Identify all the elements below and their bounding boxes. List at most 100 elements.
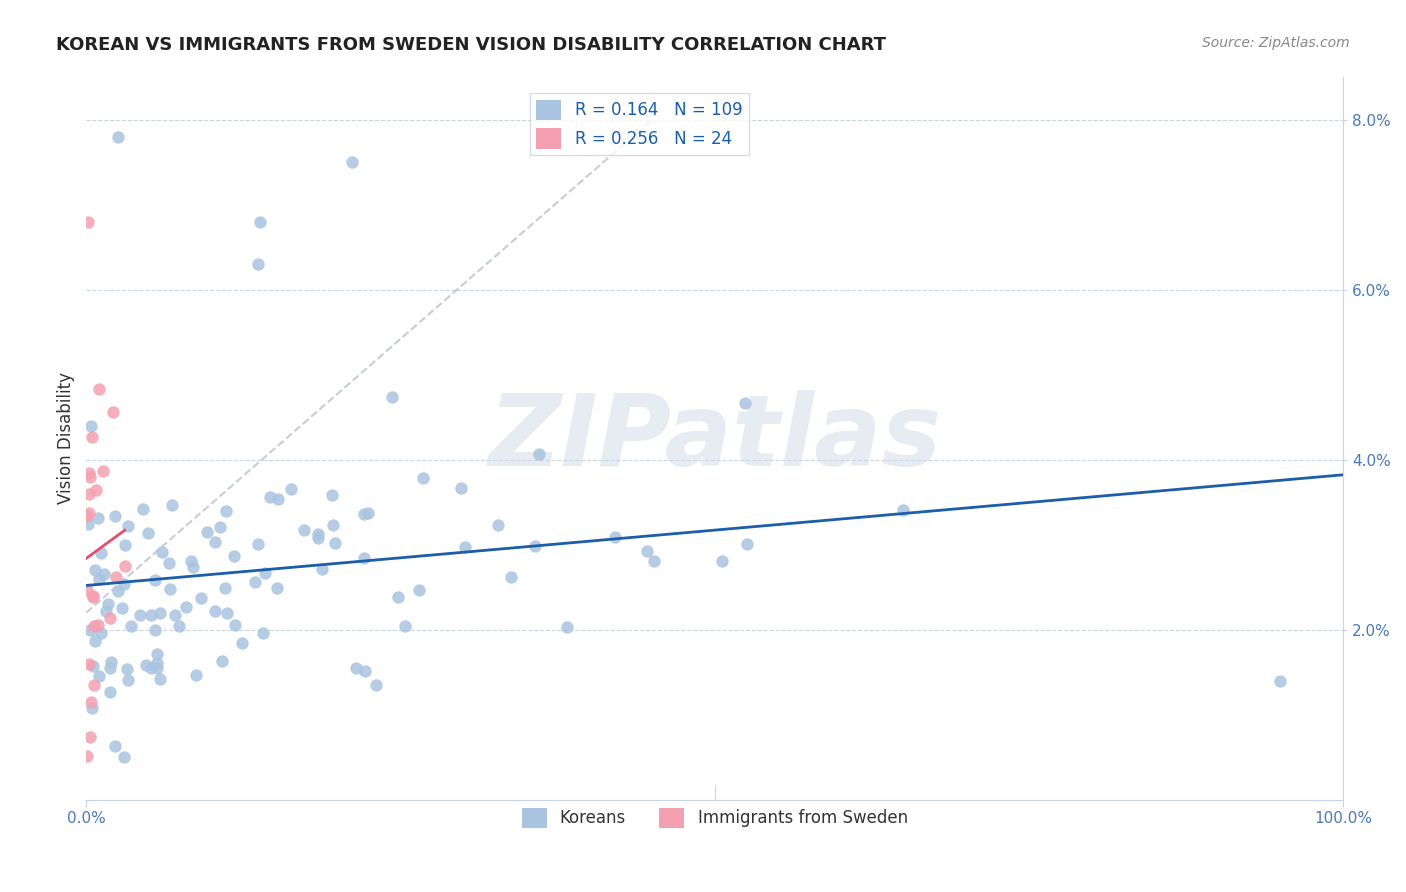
Point xyxy=(159,582,181,596)
Point xyxy=(214,581,236,595)
Point xyxy=(222,549,245,563)
Point xyxy=(83,618,105,632)
Point xyxy=(117,673,139,687)
Point xyxy=(97,597,120,611)
Point xyxy=(129,607,152,622)
Point xyxy=(253,566,276,580)
Point xyxy=(138,526,160,541)
Point xyxy=(259,490,281,504)
Point xyxy=(245,574,267,589)
Point xyxy=(159,556,181,570)
Point xyxy=(636,543,658,558)
Point xyxy=(167,619,190,633)
Point xyxy=(98,685,121,699)
Point xyxy=(87,669,110,683)
Point xyxy=(114,558,136,573)
Point xyxy=(247,537,270,551)
Point xyxy=(104,509,127,524)
Point xyxy=(344,660,367,674)
Point xyxy=(117,662,139,676)
Point xyxy=(143,573,166,587)
Point xyxy=(209,520,232,534)
Point xyxy=(280,482,302,496)
Legend: Koreans, Immigrants from Sweden: Koreans, Immigrants from Sweden xyxy=(515,801,914,835)
Point xyxy=(249,215,271,229)
Point xyxy=(87,572,110,586)
Point xyxy=(143,623,166,637)
Point xyxy=(340,155,363,169)
Point xyxy=(141,607,163,622)
Point xyxy=(103,404,125,418)
Point xyxy=(266,581,288,595)
Point xyxy=(120,619,142,633)
Point xyxy=(204,535,226,549)
Point xyxy=(149,672,172,686)
Y-axis label: Vision Disability: Vision Disability xyxy=(58,373,75,505)
Point xyxy=(215,504,238,518)
Point xyxy=(77,486,100,500)
Point xyxy=(76,509,98,524)
Point xyxy=(76,215,98,229)
Point xyxy=(162,498,184,512)
Point xyxy=(893,503,915,517)
Point xyxy=(82,659,104,673)
Point xyxy=(486,518,509,533)
Point xyxy=(450,481,472,495)
Point xyxy=(252,625,274,640)
Point xyxy=(117,519,139,533)
Point xyxy=(224,618,246,632)
Point xyxy=(292,523,315,537)
Point xyxy=(387,590,409,604)
Point xyxy=(84,483,107,498)
Point xyxy=(145,656,167,670)
Point xyxy=(141,661,163,675)
Point xyxy=(1270,673,1292,688)
Point xyxy=(454,540,477,554)
Point xyxy=(307,531,329,545)
Point xyxy=(82,590,104,604)
Point xyxy=(79,466,101,480)
Point xyxy=(135,657,157,672)
Point xyxy=(247,257,270,271)
Point xyxy=(107,583,129,598)
Point xyxy=(381,390,404,404)
Point xyxy=(412,471,434,485)
Point xyxy=(353,507,375,521)
Point xyxy=(114,577,136,591)
Point xyxy=(195,524,218,539)
Point xyxy=(266,492,288,507)
Point xyxy=(354,664,377,678)
Point xyxy=(91,464,114,478)
Point xyxy=(90,626,112,640)
Point xyxy=(734,396,756,410)
Point xyxy=(82,700,104,714)
Point xyxy=(90,546,112,560)
Point xyxy=(353,550,375,565)
Point xyxy=(145,647,167,661)
Point xyxy=(114,538,136,552)
Point xyxy=(149,607,172,621)
Point xyxy=(356,507,378,521)
Point xyxy=(643,554,665,568)
Point xyxy=(89,382,111,396)
Point xyxy=(394,619,416,633)
Point xyxy=(79,469,101,483)
Point xyxy=(323,536,346,550)
Point xyxy=(110,600,132,615)
Point xyxy=(150,545,173,559)
Point xyxy=(321,488,343,502)
Text: Source: ZipAtlas.com: Source: ZipAtlas.com xyxy=(1202,36,1350,50)
Point xyxy=(132,502,155,516)
Point xyxy=(174,600,197,615)
Point xyxy=(231,636,253,650)
Point xyxy=(603,530,626,544)
Point xyxy=(84,562,107,576)
Point xyxy=(82,589,104,603)
Point xyxy=(311,562,333,576)
Point xyxy=(408,582,430,597)
Point xyxy=(104,739,127,754)
Point xyxy=(98,661,121,675)
Point xyxy=(524,539,547,553)
Point xyxy=(105,570,128,584)
Point xyxy=(87,617,110,632)
